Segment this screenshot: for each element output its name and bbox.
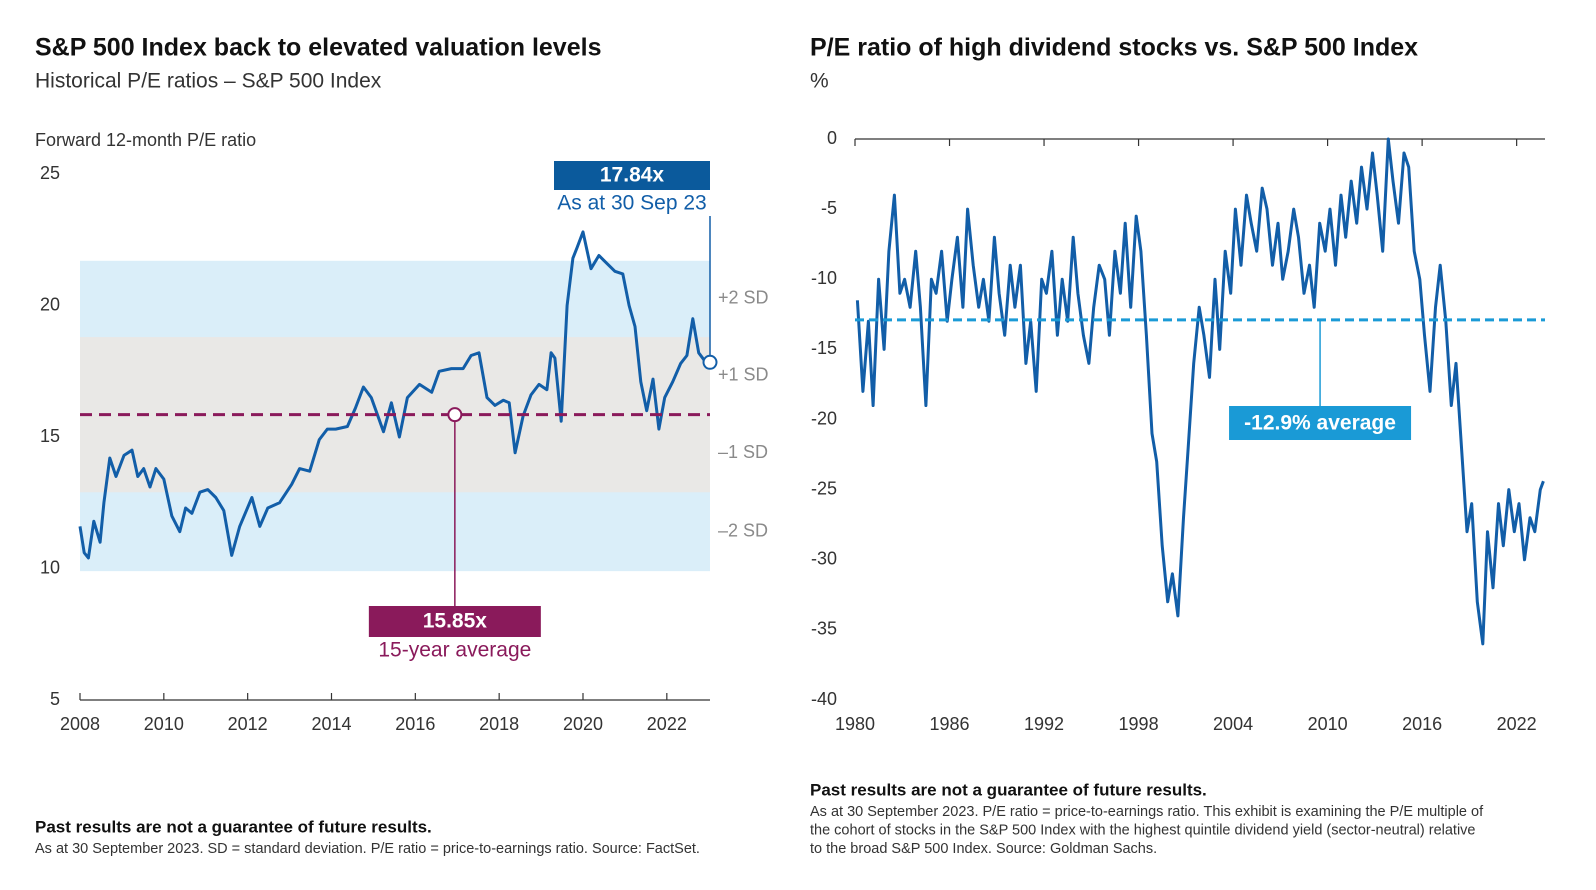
y-axis-label: %	[810, 70, 829, 93]
y-axis-label: Forward 12-month P/E ratio	[35, 130, 256, 150]
x-tick-label: 1980	[835, 714, 875, 734]
chart-title: S&P 500 Index back to elevated valuation…	[35, 34, 601, 62]
y-tick-label: 10	[40, 557, 60, 577]
note: As at 30 September 2023. P/E ratio = pri…	[810, 804, 1484, 820]
x-tick-label: 2008	[60, 714, 100, 734]
data-line	[855, 137, 1545, 646]
x-tick-label: 2016	[1402, 714, 1442, 734]
label-box	[368, 606, 541, 637]
x-tick-label: 2004	[1213, 714, 1253, 734]
note: to the broad S&P 500 Index. Source: Gold…	[810, 841, 1157, 857]
x-tick-label: 2022	[1497, 714, 1537, 734]
y-tick-label: -30	[811, 549, 837, 569]
x-tick-label: 2014	[311, 714, 351, 734]
average-marker	[447, 407, 463, 423]
x-tick-label: 1998	[1119, 714, 1159, 734]
x-tick-label: 1986	[929, 714, 969, 734]
x-tick-label: 1992	[1024, 714, 1064, 734]
note: As at 30 September 2023. SD = standard d…	[35, 841, 700, 857]
note-bold: Past results are not a guarantee of futu…	[810, 780, 1207, 799]
sd-label: +2 SD	[718, 288, 769, 308]
y-tick-label: 5	[50, 689, 60, 709]
x-tick-label: 2010	[1308, 714, 1348, 734]
chart-subtitle: Historical P/E ratios – S&P 500 Index	[35, 70, 382, 93]
sd-label: +1 SD	[718, 365, 769, 385]
chart-title: P/E ratio of high dividend stocks vs. S&…	[810, 34, 1418, 62]
average-label: 15.85x	[423, 610, 488, 633]
y-tick-label: 25	[40, 163, 60, 183]
x-tick-label: 2018	[479, 714, 519, 734]
y-tick-label: 20	[40, 294, 60, 314]
label-box	[1229, 406, 1412, 440]
data-line	[78, 230, 711, 560]
y-tick-label: -40	[811, 689, 837, 709]
last-note: As at 30 Sep 23	[557, 192, 706, 215]
x-tick-label: 2022	[647, 714, 687, 734]
y-tick-label: 0	[827, 128, 837, 148]
average-note: 15-year average	[378, 639, 531, 662]
y-tick-label: -10	[811, 268, 837, 288]
y-tick-label: -15	[811, 338, 837, 358]
note-bold: Past results are not a guarantee of futu…	[35, 817, 432, 836]
average-label: -12.9% average	[1244, 412, 1396, 435]
x-tick-label: 2020	[563, 714, 603, 734]
sd-label: –1 SD	[718, 442, 768, 462]
y-tick-label: -25	[811, 478, 837, 498]
note: the cohort of stocks in the S&P 500 Inde…	[810, 822, 1476, 838]
last-label: 17.84x	[600, 164, 665, 187]
last-marker	[702, 354, 718, 370]
x-tick-label: 2012	[228, 714, 268, 734]
x-tick-label: 2010	[144, 714, 184, 734]
x-tick-label: 2016	[395, 714, 435, 734]
y-tick-label: -20	[811, 408, 837, 428]
y-tick-label: -35	[811, 619, 837, 639]
y-tick-label: -5	[821, 198, 837, 218]
label-box	[554, 161, 710, 190]
sd-label: –2 SD	[718, 520, 768, 540]
y-tick-label: 15	[40, 426, 60, 446]
